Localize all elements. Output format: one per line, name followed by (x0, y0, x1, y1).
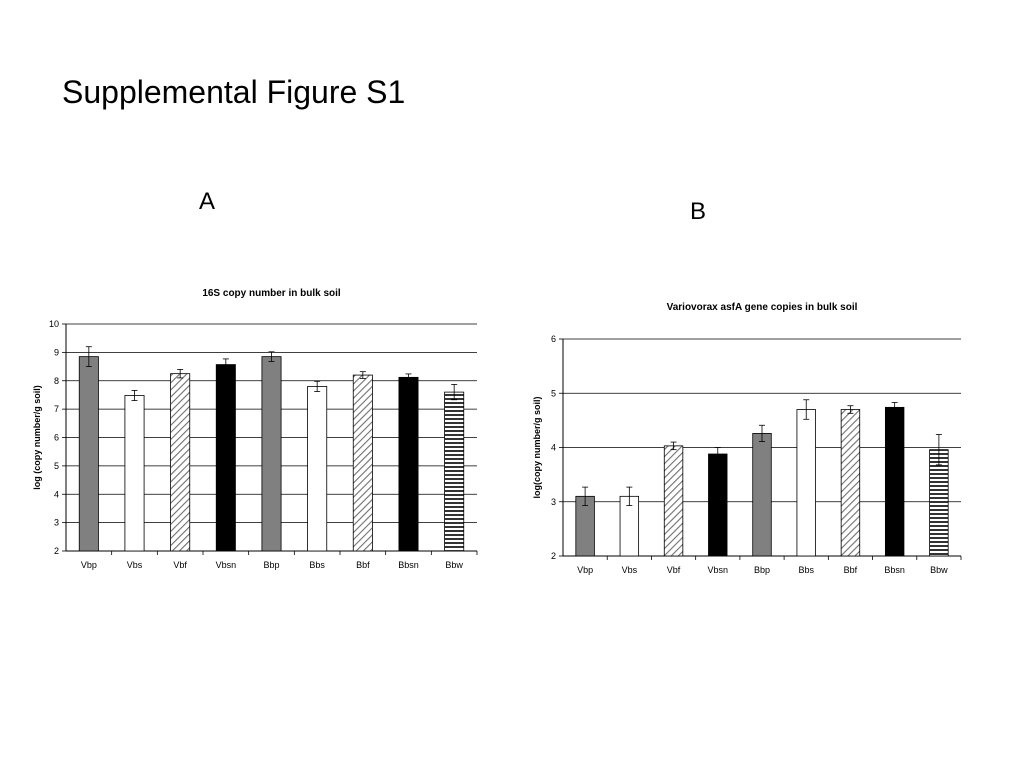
y-tick-label: 10 (49, 319, 59, 329)
bar-bbsn (398, 376, 419, 552)
x-tick-label: Bbp (263, 560, 279, 570)
error-bar (847, 405, 854, 414)
chart-asfa-gene-copies: Variovorax asfA gene copies in bulk soil… (532, 302, 962, 575)
error-bar (670, 441, 677, 451)
error-bar (626, 486, 633, 506)
y-tick-label: 8 (54, 376, 59, 386)
bar-bbsn (884, 406, 905, 557)
error-bar (359, 371, 366, 379)
error-bar (222, 358, 229, 371)
chart-16s-copy-number: 16S copy number in bulk soil 2 3 4 5 6 7 8 9 10 lo… (32, 288, 478, 570)
x-tick-label: Bbs (798, 565, 814, 575)
x-tick-label: Bbw (930, 565, 948, 575)
y-axis-label: log (copy number/g soil) (32, 385, 42, 490)
x-tick-label: Bbf (844, 565, 858, 575)
bar-bbs (307, 386, 328, 552)
error-bar (177, 369, 184, 379)
error-bar (803, 399, 810, 420)
x-tick-label: Bbs (309, 560, 325, 570)
error-bar (582, 486, 589, 506)
x-tick-label: Bbw (445, 560, 463, 570)
x-tick-label: Vbp (577, 565, 593, 575)
bar-vbp (78, 356, 99, 552)
bar-bbs (796, 409, 816, 557)
y-tick-label: 4 (54, 489, 59, 499)
x-tick-label: Vbsn (216, 560, 237, 570)
y-tick-label: 5 (54, 461, 59, 471)
bar-vbs (124, 395, 145, 552)
y-tick-label: 2 (54, 546, 59, 556)
y-tick-label: 5 (551, 388, 556, 398)
bar-vbf (663, 445, 684, 557)
error-bar (759, 424, 765, 442)
error-bar (891, 402, 898, 413)
chart-title: 16S copy number in bulk soil (202, 288, 341, 299)
bar-bbw (929, 449, 949, 557)
y-tick-label: 4 (551, 443, 556, 453)
y-tick-label: 2 (551, 551, 556, 561)
x-tick-label: Vbp (81, 560, 97, 570)
y-tick-label: 3 (54, 518, 59, 528)
x-tick-label: Vbsn (708, 565, 729, 575)
x-tick-label: Vbf (667, 565, 681, 575)
error-bar (935, 434, 942, 466)
x-tick-label: Bbp (754, 565, 770, 575)
chart-title: Variovorax asfA gene copies in bulk soil (667, 302, 858, 313)
x-tick-label: Vbf (173, 560, 187, 570)
y-axis-label: log(copy number/g soil) (532, 396, 542, 498)
error-bar (451, 384, 458, 401)
x-tick-label: Vbs (622, 565, 638, 575)
y-tick-label: 9 (54, 347, 59, 357)
error-bar (405, 373, 412, 382)
y-tick-label: 7 (54, 404, 59, 414)
slide-title: Supplemental Figure S1 (62, 74, 406, 110)
bar-vbsn (215, 364, 236, 552)
x-tick-label: Bbsn (884, 565, 905, 575)
panel-a-label: A (199, 188, 216, 215)
bar-vbf (170, 373, 191, 552)
panel-b-label: B (690, 198, 707, 225)
bar-bbp (261, 356, 282, 552)
error-bar (85, 346, 92, 367)
bar-bbp (752, 432, 772, 557)
bar-bbf (352, 374, 373, 552)
y-tick-label: 6 (551, 334, 556, 344)
x-tick-label: Bbf (356, 560, 370, 570)
error-bar (131, 389, 138, 402)
bar-bbw (444, 391, 465, 552)
bar-bbf (840, 409, 861, 557)
x-tick-label: Vbs (127, 560, 143, 570)
error-bar (268, 351, 275, 362)
y-tick-label: 3 (551, 497, 556, 507)
y-tick-label: 6 (54, 433, 59, 443)
error-bar (714, 447, 721, 461)
error-bar (314, 380, 321, 392)
x-tick-label: Bbsn (398, 560, 419, 570)
bar-vbsn (708, 453, 728, 557)
